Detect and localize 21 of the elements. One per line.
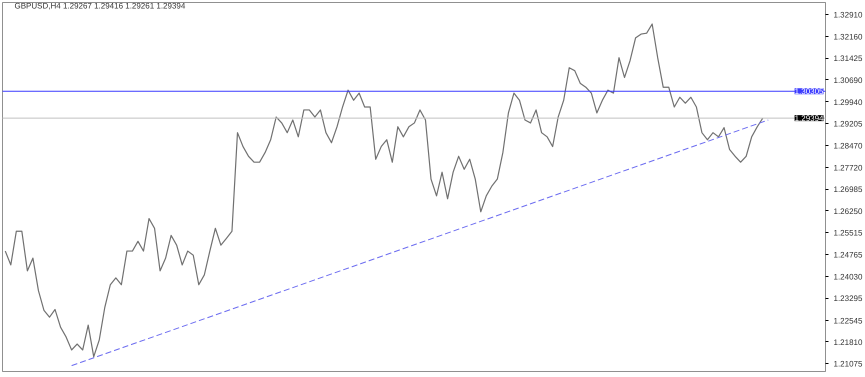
y-tick-label: 1.27720 [834, 164, 863, 173]
y-tick-label: 1.21810 [834, 338, 863, 347]
y-tick-label: 1.32910 [834, 10, 863, 20]
y-tick-label: 1.28470 [834, 141, 863, 150]
y-tick-label: 1.21075 [834, 360, 863, 369]
line-series [4, 23, 764, 358]
y-tick-label: 1.26985 [834, 185, 863, 194]
y-tick-label: 1.29205 [834, 120, 863, 129]
chart-title: GBPUSD,H4 1.29267 1.29416 1.29261 1.29394 [14, 2, 186, 10]
y-tick-label: 1.32160 [834, 32, 863, 42]
y-tick-label: 1.22545 [834, 316, 863, 326]
y-tick-label: 1.30690 [834, 76, 863, 85]
y-tick-label: 1.24765 [834, 250, 863, 260]
y-tick-label: 1.24030 [834, 272, 863, 282]
ref-line-label: 1.29394 [794, 114, 824, 124]
y-tick-label: 1.26250 [834, 206, 863, 216]
y-tick-label: 1.29940 [834, 98, 863, 107]
y-tick-label: 1.31425 [834, 54, 863, 64]
ref-line-label: 1.30305 [794, 87, 824, 96]
y-tick-label: 1.23295 [834, 294, 863, 304]
y-tick-label: 1.25515 [834, 228, 863, 238]
